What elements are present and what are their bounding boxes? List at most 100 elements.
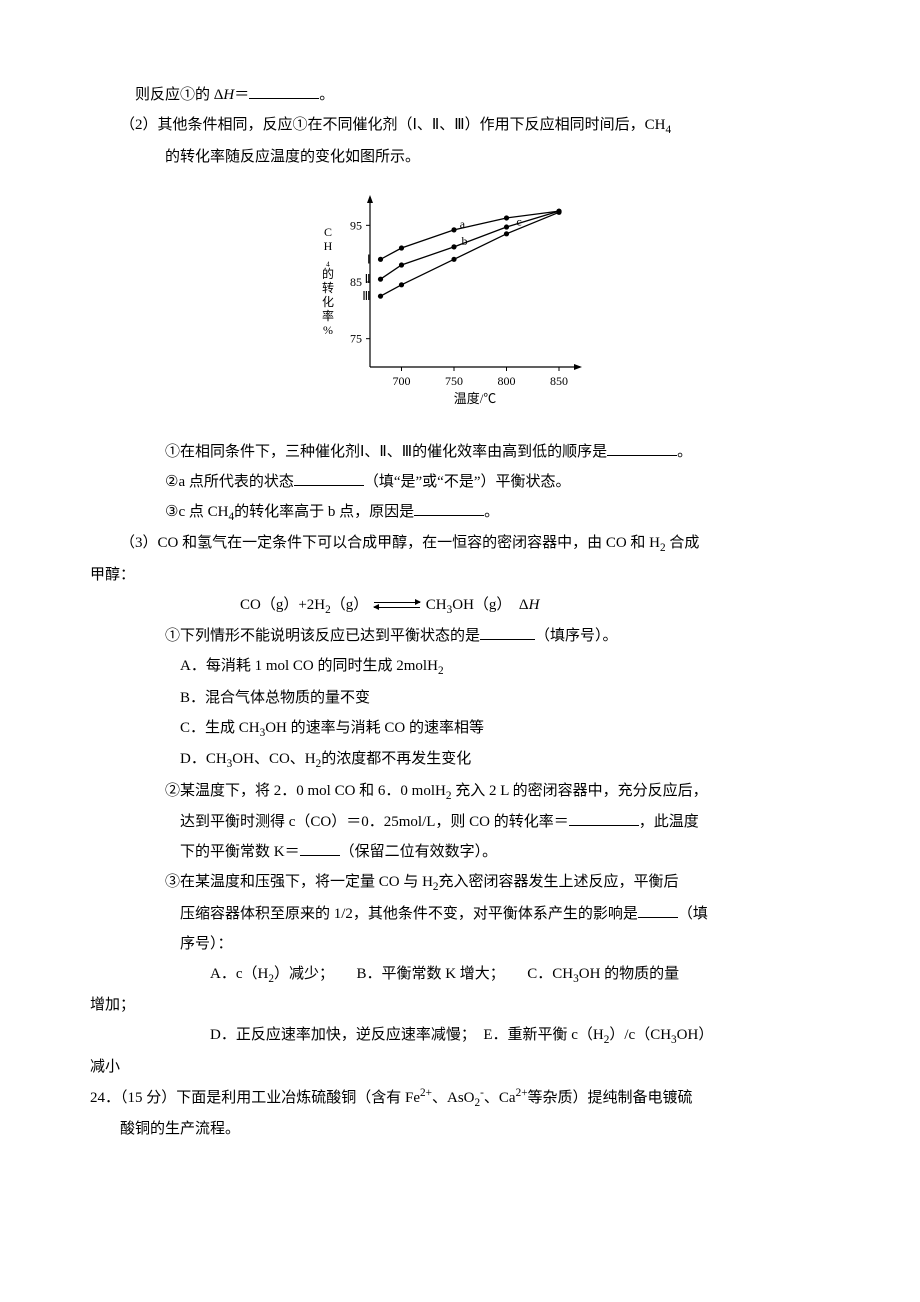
line-s2d: 减小	[90, 1052, 830, 1082]
t: 减小	[90, 1059, 120, 1075]
t: 达到平衡时测得 c（CO）＝0．25mol/L，则 CO 的转化率＝	[180, 814, 569, 830]
line-p3c: 甲醇：	[90, 560, 830, 590]
t: ②a 点所代表的状态	[165, 474, 294, 490]
t: OH、CO、H	[232, 751, 315, 767]
sub: 2	[438, 665, 444, 677]
t: （2）其他条件相同，反应①在不同催化剂（Ⅰ、Ⅱ、Ⅲ）作用下反应相同时间后，CH	[120, 117, 666, 133]
t: OH（g） Δ	[452, 597, 528, 613]
t: （3）CO 和氢气在一定条件下可以合成甲醇，在一恒容的密闭容器中，由 CO 和 …	[120, 535, 660, 551]
line-q24: 24．（15 分）下面是利用工业冶炼硫酸铜（含有 Fe2+、AsO2-、Ca2+…	[90, 1082, 830, 1115]
italic-H: H	[223, 87, 234, 103]
svg-text:a: a	[460, 217, 466, 231]
italic-H: H	[529, 597, 540, 613]
t: 压缩容器体积至原来的 1/2，其他条件不变，对平衡体系产生的影响是	[180, 906, 638, 922]
blank	[414, 500, 484, 516]
t: 增加；	[90, 997, 135, 1013]
svg-text:的: 的	[322, 266, 334, 281]
t: ，此温度	[639, 814, 699, 830]
opt-D: D．CH3OH、CO、H2的浓度都不再发生变化	[90, 744, 830, 776]
chart-container: 758595700750800850ⅠⅡⅢabc温度/℃CH₄的转化率%	[90, 182, 830, 423]
t: 充入密闭容器发生上述反应，平衡后	[439, 874, 679, 890]
line-p3a: （3）CO 和氢气在一定条件下可以合成甲醇，在一恒容的密闭容器中，由 CO 和 …	[90, 528, 830, 560]
t: 的转化率高于 b 点，原因是	[234, 504, 414, 520]
t: 合成	[666, 535, 700, 551]
equation: CO（g）+2H2（g） CH3OH（g） ΔH	[90, 590, 830, 622]
t: A．c（H	[210, 966, 268, 982]
line-r2c: 达到平衡时测得 c（CO）＝0．25mol/L，则 CO 的转化率＝ ，此温度	[90, 807, 830, 837]
svg-text:95: 95	[350, 218, 362, 232]
equilibrium-arrow-icon	[374, 599, 420, 611]
svg-text:转: 转	[322, 280, 334, 295]
svg-text:c: c	[516, 214, 521, 228]
t: （填序号）。	[535, 628, 618, 644]
t: 的浓度都不再发生变化	[321, 751, 471, 767]
t: 24．（15 分）下面是利用工业冶炼硫酸铜（含有 Fe	[90, 1090, 420, 1106]
line-r3a: ③在某温度和压强下，将一定量 CO 与 H2充入密闭容器发生上述反应，平衡后	[90, 867, 830, 899]
t: 则反应①的 Δ	[135, 87, 223, 103]
t: 。	[484, 504, 499, 520]
svg-text:Ⅰ: Ⅰ	[367, 252, 371, 266]
svg-text:Ⅱ: Ⅱ	[365, 272, 371, 286]
blank	[294, 470, 364, 486]
svg-text:75: 75	[350, 331, 362, 345]
t: 的转化率随反应温度的变化如图所示。	[165, 149, 420, 165]
t: （填	[678, 906, 708, 922]
blank	[249, 83, 319, 99]
ch4-conversion-chart: 758595700750800850ⅠⅡⅢabc温度/℃CH₄的转化率%	[310, 182, 610, 412]
line-q3: ③c 点 CH4的转化率高于 b 点，原因是。	[90, 497, 830, 529]
t: ）减少； B．平衡常数 K 增大； C．CH	[274, 966, 573, 982]
t: OH）	[677, 1027, 714, 1043]
t: ②某温度下，将 2．0 mol CO 和 6．0 molH	[165, 783, 446, 799]
svg-text:H: H	[324, 239, 333, 253]
line-s1: A．c（H2）减少； B．平衡常数 K 增大； C．CH3OH 的物质的量	[90, 959, 830, 991]
svg-text:温度/℃: 温度/℃	[454, 391, 497, 406]
line-r2e: 下的平衡常数 K＝（保留二位有效数字）。	[90, 837, 830, 867]
svg-text:化: 化	[322, 295, 334, 309]
t: D．正反应速率加快，逆反应速率减慢； E．重新平衡 c（H	[210, 1027, 604, 1043]
blank	[300, 840, 340, 856]
svg-text:800: 800	[498, 374, 516, 388]
blank	[569, 810, 639, 826]
t: B．混合气体总物质的量不变	[180, 690, 370, 706]
svg-text:率: 率	[322, 308, 334, 323]
blank	[638, 902, 678, 918]
t: （填“是”或“不是”）平衡状态。	[364, 474, 571, 490]
t: OH 的速率与消耗 CO 的速率相等	[265, 720, 484, 736]
t: ③在某温度和压强下，将一定量 CO 与 H	[165, 874, 433, 890]
opt-A: A．每消耗 1 mol CO 的同时生成 2molH2	[90, 651, 830, 683]
opt-B: B．混合气体总物质的量不变	[90, 683, 830, 713]
t: ＝	[234, 87, 249, 103]
line-p1: 则反应①的 ΔH＝ 。	[90, 80, 830, 110]
line-s2: D．正反应速率加快，逆反应速率减慢； E．重新平衡 c（H2）/c（CH3OH）	[90, 1020, 830, 1052]
t: 、Ca	[484, 1090, 516, 1106]
t: 。	[319, 87, 334, 103]
svg-text:%: %	[323, 323, 333, 337]
line-r3e: 序号）：	[90, 929, 830, 959]
line-p3: 的转化率随反应温度的变化如图所示。	[90, 142, 830, 172]
svg-text:Ⅲ: Ⅲ	[362, 289, 370, 303]
t: ①在相同条件下，三种催化剂Ⅰ、Ⅱ、Ⅲ的催化效率由高到低的顺序是	[165, 444, 607, 460]
t: C．生成 CH	[180, 720, 260, 736]
t: 甲醇：	[90, 567, 135, 583]
svg-text:C: C	[324, 225, 332, 239]
line-r3c: 压缩容器体积至原来的 1/2，其他条件不变，对平衡体系产生的影响是 （填	[90, 899, 830, 929]
t: 。	[677, 444, 692, 460]
svg-text:b: b	[462, 234, 468, 248]
line-p2: （2）其他条件相同，反应①在不同催化剂（Ⅰ、Ⅱ、Ⅲ）作用下反应相同时间后，CH4	[90, 110, 830, 142]
sub: 4	[666, 124, 672, 136]
svg-text:700: 700	[393, 374, 411, 388]
t: ）/c（CH	[609, 1027, 671, 1043]
t: ③c 点 CH	[165, 504, 228, 520]
line-q1: ①在相同条件下，三种催化剂Ⅰ、Ⅱ、Ⅲ的催化效率由高到低的顺序是 。	[90, 437, 830, 467]
t: 等杂质）提纯制备电镀硫	[528, 1090, 693, 1106]
t: D．CH	[180, 751, 227, 767]
line-q24e: 酸铜的生产流程。	[90, 1114, 830, 1144]
t: 酸铜的生产流程。	[120, 1121, 240, 1137]
t: CO（g）+2H	[240, 597, 325, 613]
line-r1: ①下列情形不能说明该反应已达到平衡状态的是（填序号）。	[90, 621, 830, 651]
t: 下的平衡常数 K＝	[180, 844, 300, 860]
t: OH 的物质的量	[579, 966, 679, 982]
sup: 2+	[516, 1087, 528, 1099]
sup: 2+	[420, 1087, 432, 1099]
svg-text:750: 750	[445, 374, 463, 388]
